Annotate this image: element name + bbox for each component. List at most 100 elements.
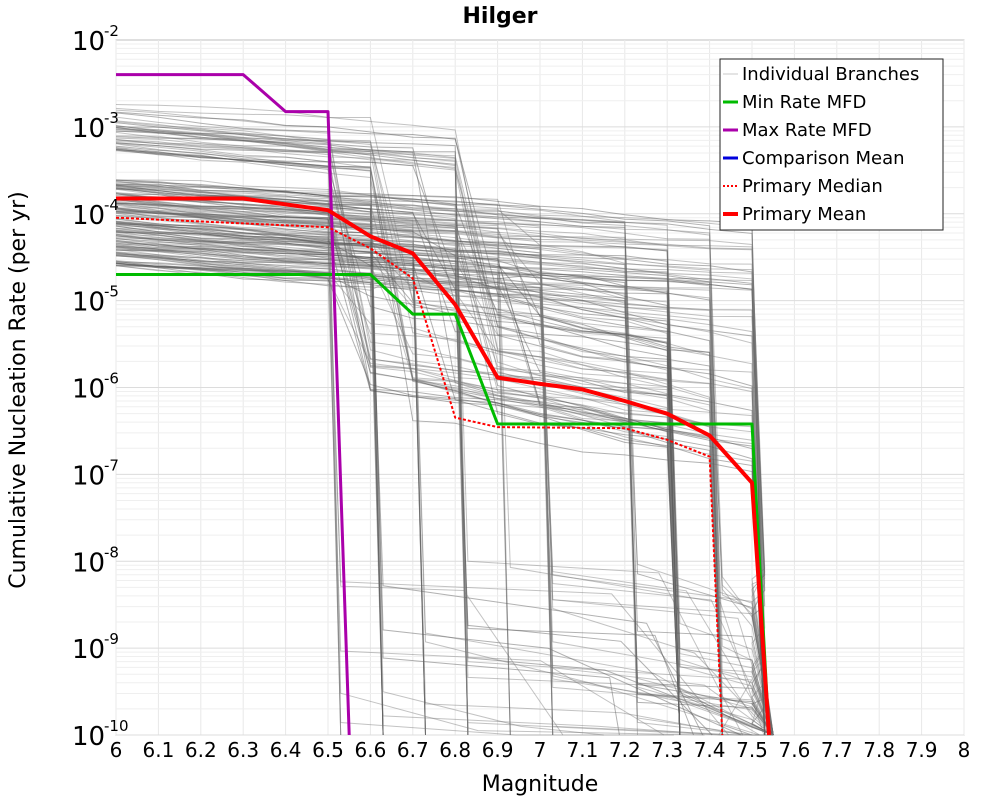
branch-line: [115, 237, 774, 736]
branch-line: [115, 183, 774, 736]
branch-line: [115, 246, 723, 736]
branch-line: [115, 185, 723, 736]
branch-line: [115, 212, 774, 736]
branch-line: [115, 228, 723, 736]
branch-line: [115, 193, 774, 736]
branch-line: [115, 246, 681, 736]
branch-line: [115, 244, 766, 736]
branch-line: [115, 232, 774, 736]
branch-line: [115, 181, 511, 736]
branch-line: [115, 240, 774, 736]
branch-line: [115, 254, 774, 736]
branch-line: [115, 220, 681, 736]
x-tick-label: 6.6: [354, 738, 386, 762]
branch-line: [115, 223, 774, 736]
branch-line: [115, 262, 694, 736]
branch-line: [115, 264, 681, 736]
branch-line: [115, 227, 774, 736]
y-tick-label-base: 10: [72, 548, 105, 578]
x-tick-label: 7.2: [609, 738, 641, 762]
branch-line: [115, 235, 753, 736]
branch-line: [115, 135, 774, 736]
series-primary-mean: [116, 196, 771, 736]
branch-line: [115, 138, 681, 736]
branch-line: [115, 223, 774, 736]
branch-line: [115, 116, 681, 736]
branch-line: [115, 230, 766, 736]
branch-line: [115, 223, 774, 736]
branch-line: [115, 263, 638, 736]
branch-line: [115, 215, 774, 736]
branch-line: [115, 249, 774, 736]
branch-line: [115, 237, 469, 736]
legend-label: Min Rate MFD: [742, 92, 866, 113]
x-tick-label: 7.5: [736, 738, 768, 762]
branch-line: [115, 202, 766, 736]
branch-line: [115, 203, 681, 736]
branch-line: [115, 183, 774, 736]
branch-line: [115, 235, 723, 736]
branch-line: [115, 222, 704, 736]
y-tick-label-base: 10: [72, 461, 105, 491]
branch-line: [115, 249, 713, 736]
branch-line: [115, 251, 681, 736]
x-tick-label: 6.3: [227, 738, 259, 762]
x-tick-label: 7.7: [821, 738, 853, 762]
branch-line: [115, 185, 384, 736]
branch-line: [115, 261, 774, 736]
branch-line: [115, 107, 681, 736]
branch-line: [115, 148, 766, 736]
x-tick-label: 7.9: [906, 738, 938, 762]
x-tick-label: 7.3: [651, 738, 683, 762]
branch-line: [115, 218, 774, 736]
branch-line: [115, 241, 766, 736]
y-tick-label-base: 10: [72, 27, 105, 57]
x-tick-label: 6: [110, 738, 123, 762]
branch-line: [115, 211, 426, 736]
branch-line: [115, 240, 774, 736]
branch-line: [115, 246, 774, 736]
y-tick-label-exponent: -10: [104, 717, 129, 735]
branch-line: [115, 149, 766, 736]
y-axis-label: Cumulative Nucleation Rate (per yr): [6, 191, 31, 589]
branch-line: [115, 148, 681, 736]
branch-line: [115, 210, 681, 736]
x-tick-label: 7.4: [694, 738, 726, 762]
branch-line: [115, 185, 766, 736]
branch-line: [115, 217, 729, 736]
series-primary-median: [115, 216, 724, 736]
branch-line: [115, 242, 426, 736]
series-min-rate-mfd: [116, 273, 771, 736]
branch-line: [115, 198, 774, 736]
branch-line: [115, 260, 723, 736]
branch-line: [115, 211, 774, 736]
x-tick-label: 6.4: [270, 738, 302, 762]
y-tick-label-exponent: -4: [104, 196, 119, 214]
branch-line: [115, 245, 744, 736]
branch-line: [115, 128, 774, 736]
branch-line: [115, 121, 723, 736]
branch-line: [115, 126, 681, 736]
branch-line: [115, 212, 342, 736]
branch-line: [115, 184, 554, 736]
branch-line: [115, 231, 774, 736]
branch-line: [115, 111, 723, 736]
x-tick-label: 6.2: [185, 738, 217, 762]
branch-line: [115, 184, 469, 736]
branch-line: [115, 127, 384, 736]
y-tick-label-exponent: -8: [104, 543, 119, 561]
branch-line: [115, 137, 705, 736]
branch-line: [115, 251, 774, 736]
y-tick-label-base: 10: [72, 722, 105, 752]
branch-line: [115, 253, 774, 736]
branch-line: [115, 221, 774, 736]
branch-line: [115, 209, 774, 736]
branch-line: [115, 210, 723, 736]
x-tick-label: 8: [958, 738, 971, 762]
branch-line: [115, 252, 723, 736]
branch-line: [115, 238, 681, 736]
branch-line: [115, 234, 774, 736]
branch-line: [115, 193, 774, 736]
branch-line: [115, 263, 766, 736]
branch-line: [115, 198, 765, 736]
